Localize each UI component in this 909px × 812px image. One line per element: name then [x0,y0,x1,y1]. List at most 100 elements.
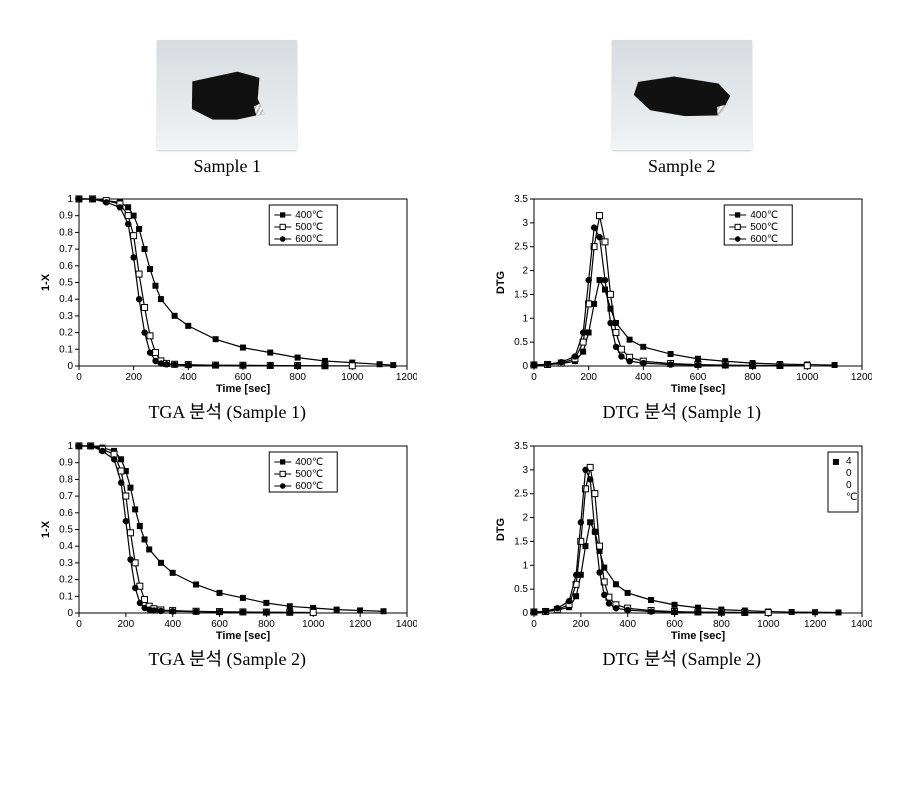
svg-text:0: 0 [76,372,82,383]
svg-text:1.5: 1.5 [514,289,528,300]
svg-text:500℃: 500℃ [295,222,323,233]
svg-text:DTG: DTG [495,518,507,541]
svg-text:0.3: 0.3 [59,558,73,569]
svg-text:0.2: 0.2 [59,328,73,339]
tga1-caption: TGA 분석 (Sample 1) [37,398,417,424]
svg-text:0: 0 [68,361,74,372]
tga1-wrap: 02004006008001000120000.10.20.30.40.50.6… [37,191,417,430]
dtg1-wrap: 02004006008001000120000.511.522.533.5Tim… [492,191,872,430]
svg-text:0: 0 [531,619,537,630]
svg-text:1.5: 1.5 [514,536,528,547]
svg-text:0.7: 0.7 [59,491,73,502]
tga1-chart: 02004006008001000120000.10.20.30.40.50.6… [37,191,417,396]
dtg1-caption: DTG 분석 (Sample 1) [492,398,872,424]
svg-text:0.3: 0.3 [59,311,73,322]
svg-text:0.8: 0.8 [59,474,73,485]
svg-text:1000: 1000 [796,372,819,383]
svg-text:600: 600 [666,619,683,630]
svg-text:0.9: 0.9 [59,211,73,222]
svg-text:1: 1 [522,313,528,324]
svg-text:2: 2 [522,266,528,277]
sample1-caption: Sample 1 [157,156,297,177]
svg-text:0: 0 [846,468,852,479]
svg-text:200: 200 [572,619,589,630]
svg-text:2.5: 2.5 [514,242,528,253]
svg-text:600: 600 [211,619,228,630]
svg-text:800: 800 [744,372,761,383]
svg-text:0.5: 0.5 [59,278,73,289]
svg-text:0.5: 0.5 [514,584,528,595]
svg-text:0.1: 0.1 [59,344,73,355]
svg-text:0: 0 [522,608,528,619]
svg-text:℃: ℃ [846,492,857,503]
svg-text:600℃: 600℃ [750,234,778,245]
svg-text:400℃: 400℃ [750,210,778,221]
svg-text:3.5: 3.5 [514,194,528,205]
sample1-photo-cell: Sample 1 [157,40,297,183]
svg-text:0.4: 0.4 [59,541,73,552]
svg-text:400: 400 [165,619,182,630]
svg-text:1200: 1200 [396,372,417,383]
svg-text:500℃: 500℃ [295,469,323,480]
svg-text:400℃: 400℃ [295,210,323,221]
svg-text:1: 1 [68,441,74,452]
tga2-caption: TGA 분석 (Sample 2) [37,645,417,671]
svg-text:0.1: 0.1 [59,591,73,602]
svg-text:Time [sec]: Time [sec] [671,630,726,642]
svg-text:0.5: 0.5 [514,337,528,348]
svg-text:600℃: 600℃ [295,234,323,245]
svg-text:1000: 1000 [302,619,325,630]
svg-text:1200: 1200 [349,619,372,630]
svg-text:2: 2 [522,513,528,524]
svg-text:600℃: 600℃ [295,481,323,492]
dtg2-chart: 020040060080010001200140000.511.522.533.… [492,438,872,643]
svg-text:0: 0 [531,372,537,383]
svg-text:0: 0 [68,608,74,619]
svg-text:1200: 1200 [804,619,827,630]
svg-text:1000: 1000 [341,372,364,383]
svg-text:2.5: 2.5 [514,489,528,500]
svg-text:DTG: DTG [495,271,507,294]
dtg2-caption: DTG 분석 (Sample 2) [492,645,872,671]
svg-text:400: 400 [619,619,636,630]
svg-text:400: 400 [180,372,197,383]
svg-text:800: 800 [258,619,275,630]
svg-text:4: 4 [846,456,852,467]
svg-text:0.8: 0.8 [59,227,73,238]
svg-text:1400: 1400 [851,619,872,630]
svg-text:1-X: 1-X [40,520,52,538]
sample1-photo [157,40,297,150]
svg-text:0: 0 [76,619,82,630]
svg-text:0.6: 0.6 [59,261,73,272]
svg-text:1: 1 [522,560,528,571]
svg-text:0.5: 0.5 [59,525,73,536]
svg-text:0: 0 [846,480,852,491]
svg-text:0.7: 0.7 [59,244,73,255]
svg-text:Time [sec]: Time [sec] [671,383,726,395]
sample2-photo-cell: Sample 2 [612,40,752,183]
svg-text:1000: 1000 [757,619,780,630]
svg-text:800: 800 [713,619,730,630]
svg-text:200: 200 [118,619,135,630]
svg-text:0.6: 0.6 [59,508,73,519]
sample2-caption: Sample 2 [612,156,752,177]
svg-text:1400: 1400 [396,619,417,630]
dtg2-wrap: 020040060080010001200140000.511.522.533.… [492,438,872,677]
svg-text:0.2: 0.2 [59,575,73,586]
dtg1-chart: 02004006008001000120000.511.522.533.5Tim… [492,191,872,396]
svg-text:Time [sec]: Time [sec] [216,630,271,642]
svg-text:0: 0 [522,361,528,372]
svg-text:400℃: 400℃ [295,457,323,468]
sample2-photo [612,40,752,150]
tga2-wrap: 0 200 400 600 800 1000 1200 1400 0 0.1 0.2 0.3 0.4 0.… [37,438,417,677]
svg-text:1-X: 1-X [40,273,52,291]
svg-text:3: 3 [522,218,528,229]
svg-text:800: 800 [290,372,307,383]
svg-text:0.4: 0.4 [59,294,73,305]
svg-text:1: 1 [68,194,74,205]
svg-text:500℃: 500℃ [750,222,778,233]
svg-text:1200: 1200 [851,372,872,383]
tga2-chart: 0 200 400 600 800 1000 1200 1400 0 0.1 0.2 0.3 0.4 0.… [37,438,417,643]
svg-text:3: 3 [522,465,528,476]
svg-text:600: 600 [689,372,706,383]
